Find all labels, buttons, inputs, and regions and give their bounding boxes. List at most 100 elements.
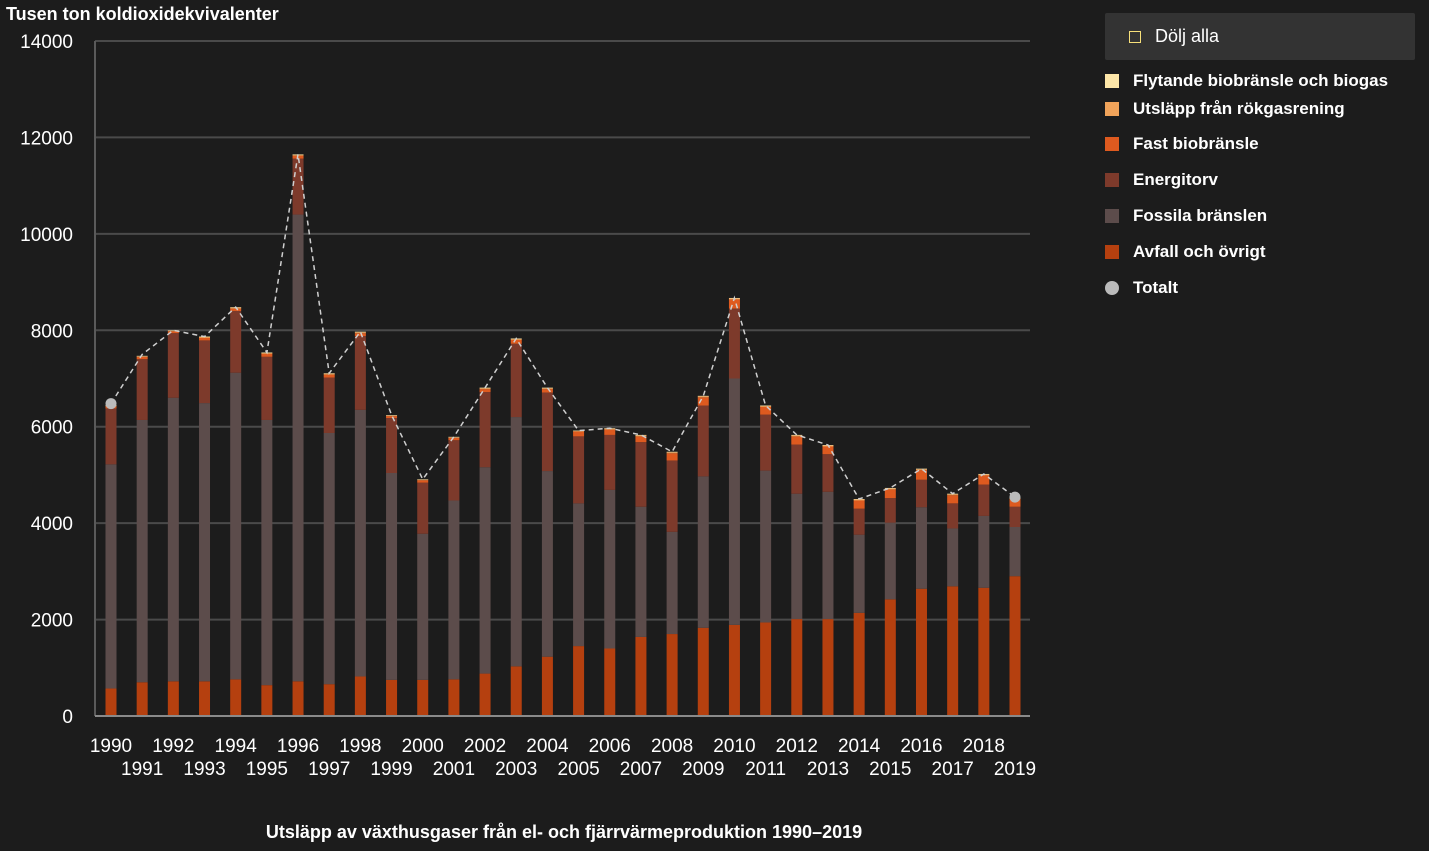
bar-segment[interactable] bbox=[915, 479, 927, 508]
bar-segment[interactable] bbox=[791, 619, 803, 716]
bar-stack-2019[interactable] bbox=[1009, 497, 1021, 716]
hide-all-button[interactable]: Dölj alla bbox=[1105, 13, 1415, 60]
bar-segment[interactable] bbox=[292, 214, 304, 682]
bar-segment[interactable] bbox=[604, 428, 616, 430]
bar-segment[interactable] bbox=[448, 679, 460, 716]
bar-stack-1996[interactable] bbox=[292, 154, 304, 716]
bar-segment[interactable] bbox=[292, 158, 304, 215]
bar-stack-2005[interactable] bbox=[573, 430, 585, 716]
bar-segment[interactable] bbox=[479, 388, 491, 390]
bar-segment[interactable] bbox=[167, 397, 179, 682]
bar-segment[interactable] bbox=[791, 436, 803, 445]
bar-segment[interactable] bbox=[261, 685, 273, 716]
bar-segment[interactable] bbox=[947, 495, 959, 504]
bar-stack-2006[interactable] bbox=[604, 428, 616, 716]
bar-segment[interactable] bbox=[884, 488, 896, 490]
bar-segment[interactable] bbox=[853, 534, 865, 613]
bar-segment[interactable] bbox=[105, 408, 117, 465]
bar-segment[interactable] bbox=[541, 392, 553, 472]
bar-segment[interactable] bbox=[323, 432, 335, 685]
bar-segment[interactable] bbox=[760, 622, 772, 716]
bar-segment[interactable] bbox=[1009, 527, 1021, 577]
bar-segment[interactable] bbox=[354, 333, 366, 337]
bar-segment[interactable] bbox=[666, 460, 678, 532]
bar-segment[interactable] bbox=[635, 506, 647, 637]
bar-segment[interactable] bbox=[915, 507, 927, 589]
bar-segment[interactable] bbox=[760, 414, 772, 471]
bar-segment[interactable] bbox=[791, 493, 803, 620]
bar-segment[interactable] bbox=[604, 429, 616, 435]
bar-segment[interactable] bbox=[261, 356, 273, 420]
bar-segment[interactable] bbox=[448, 500, 460, 680]
bar-segment[interactable] bbox=[666, 531, 678, 635]
bar-segment[interactable] bbox=[136, 682, 148, 716]
bar-stack-2000[interactable] bbox=[417, 479, 429, 716]
bar-segment[interactable] bbox=[199, 337, 211, 338]
bar-segment[interactable] bbox=[167, 333, 179, 398]
bar-segment[interactable] bbox=[822, 491, 834, 620]
legend-item[interactable]: Totalt bbox=[1105, 277, 1415, 299]
bar-segment[interactable] bbox=[697, 405, 709, 477]
bar-segment[interactable] bbox=[728, 378, 740, 625]
bar-stack-2013[interactable] bbox=[822, 445, 834, 716]
legend-item[interactable]: Energitorv bbox=[1105, 169, 1415, 191]
bar-segment[interactable] bbox=[822, 446, 834, 455]
bar-stack-1999[interactable] bbox=[386, 415, 398, 716]
legend-item[interactable]: Fast biobränsle bbox=[1105, 133, 1415, 155]
bar-segment[interactable] bbox=[1009, 506, 1021, 527]
bar-segment[interactable] bbox=[261, 419, 273, 686]
legend-item[interactable]: Fossila bränslen bbox=[1105, 205, 1415, 227]
bar-segment[interactable] bbox=[697, 627, 709, 716]
bar-segment[interactable] bbox=[417, 482, 429, 534]
bar-stack-2001[interactable] bbox=[448, 436, 460, 716]
bar-segment[interactable] bbox=[417, 679, 429, 716]
bar-segment[interactable] bbox=[760, 405, 772, 407]
bar-segment[interactable] bbox=[573, 431, 585, 437]
bar-segment[interactable] bbox=[884, 522, 896, 600]
bar-segment[interactable] bbox=[541, 389, 553, 393]
bar-segment[interactable] bbox=[635, 442, 647, 507]
bar-stack-2014[interactable] bbox=[853, 499, 865, 716]
bar-stack-1992[interactable] bbox=[167, 330, 179, 716]
bar-segment[interactable] bbox=[573, 503, 585, 647]
bar-segment[interactable] bbox=[541, 656, 553, 716]
bar-segment[interactable] bbox=[386, 416, 398, 419]
bar-segment[interactable] bbox=[884, 489, 896, 499]
bar-segment[interactable] bbox=[573, 436, 585, 504]
bar-segment[interactable] bbox=[666, 634, 678, 716]
bar-segment[interactable] bbox=[230, 372, 242, 680]
bar-stack-2015[interactable] bbox=[884, 487, 896, 716]
bar-segment[interactable] bbox=[853, 499, 865, 501]
bar-stack-1997[interactable] bbox=[323, 373, 335, 716]
total-point[interactable] bbox=[1009, 491, 1021, 503]
bar-segment[interactable] bbox=[728, 308, 740, 379]
bar-segment[interactable] bbox=[635, 435, 647, 437]
bar-segment[interactable] bbox=[354, 676, 366, 716]
legend-item[interactable]: Flytande biobränsle och biogas bbox=[1105, 70, 1415, 92]
bar-stack-1993[interactable] bbox=[199, 336, 211, 716]
bar-segment[interactable] bbox=[978, 587, 990, 716]
bar-segment[interactable] bbox=[479, 389, 491, 392]
bar-segment[interactable] bbox=[1009, 576, 1021, 716]
bar-segment[interactable] bbox=[323, 684, 335, 716]
bar-stack-2009[interactable] bbox=[697, 395, 709, 716]
bar-segment[interactable] bbox=[853, 508, 865, 535]
bar-segment[interactable] bbox=[697, 476, 709, 628]
bar-stack-2010[interactable] bbox=[728, 297, 740, 716]
bar-segment[interactable] bbox=[199, 681, 211, 716]
bar-segment[interactable] bbox=[386, 473, 398, 680]
bar-stack-1994[interactable] bbox=[230, 307, 242, 716]
bar-stack-2008[interactable] bbox=[666, 451, 678, 716]
bar-segment[interactable] bbox=[697, 397, 709, 406]
bar-segment[interactable] bbox=[136, 356, 148, 360]
bar-segment[interactable] bbox=[666, 452, 678, 454]
bar-segment[interactable] bbox=[853, 612, 865, 716]
bar-stack-2017[interactable] bbox=[947, 493, 959, 716]
bar-segment[interactable] bbox=[354, 409, 366, 677]
bar-segment[interactable] bbox=[354, 336, 366, 410]
bar-stack-2011[interactable] bbox=[760, 405, 772, 717]
bar-segment[interactable] bbox=[479, 392, 491, 468]
bar-stack-2012[interactable] bbox=[791, 434, 803, 716]
bar-stack-2004[interactable] bbox=[541, 387, 553, 716]
bar-stack-1998[interactable] bbox=[354, 331, 366, 716]
